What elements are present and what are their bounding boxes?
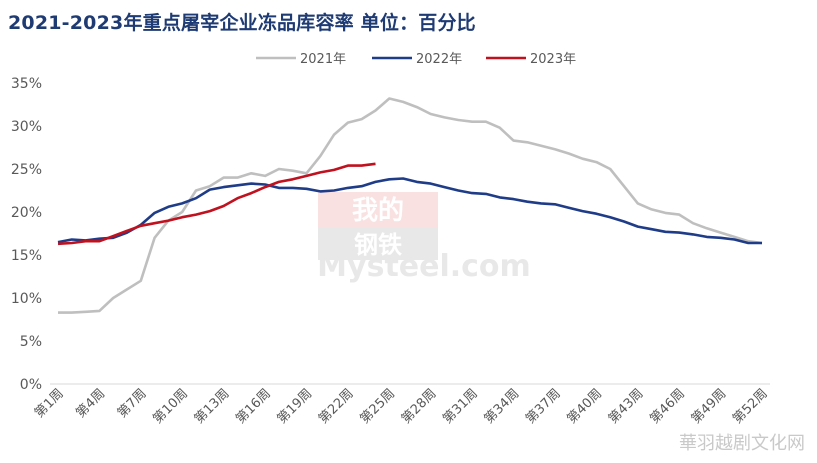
series-line-2022 — [57, 177, 762, 245]
x-tick-label: 第25周 — [357, 386, 398, 427]
x-tick-label: 第4周 — [73, 386, 108, 421]
legend-label-2023: 2023年 — [530, 52, 576, 67]
x-tick-label: 第34周 — [482, 386, 523, 427]
legend-label-2021: 2021年 — [300, 52, 346, 67]
watermark-brand: Mysteel.com — [317, 249, 531, 284]
y-axis: 0% 5% 10% 15% 20% 25% 30% 35% — [11, 76, 42, 393]
y-tick-label: 25% — [11, 162, 42, 178]
x-tick-label: 第43周 — [606, 386, 647, 427]
x-tick-label: 第10周 — [150, 386, 191, 427]
series-line-2023 — [57, 162, 376, 246]
corner-watermark: 華羽越剧文化网 — [679, 433, 805, 454]
x-axis: 第1周 第4周 第7周 第10周 第13周 第16周 第19周 第22周 第25周 第28周 第31… — [32, 386, 771, 427]
mysteel-watermark: 我的 钢铁 Mysteel.com — [317, 192, 531, 284]
series-group — [57, 97, 763, 314]
y-tick-label: 35% — [11, 76, 42, 92]
x-tick-label: 第52周 — [730, 386, 771, 427]
x-tick-label: 第31周 — [440, 386, 481, 427]
x-tick-label: 第49周 — [689, 386, 730, 427]
x-tick-label: 第22周 — [316, 386, 357, 427]
y-tick-label: 20% — [11, 205, 42, 221]
x-tick-label: 第16周 — [233, 386, 274, 427]
y-tick-label: 15% — [11, 248, 42, 264]
series-line-2021 — [58, 97, 763, 314]
chart-title: 2021-2023年重点屠宰企业冻品库容率 单位：百分比 — [8, 12, 476, 34]
x-tick-label: 第7周 — [115, 386, 150, 421]
legend: 2021年 2022年 2023年 — [256, 52, 576, 67]
watermark-top-box — [318, 192, 438, 228]
x-tick-label: 第28周 — [399, 386, 440, 427]
x-tick-label: 第13周 — [192, 386, 233, 427]
y-tick-label: 5% — [20, 334, 42, 350]
watermark-middle-box — [318, 228, 438, 260]
x-tick-label: 第40周 — [564, 386, 605, 427]
x-tick-label: 第37周 — [523, 386, 564, 427]
legend-label-2022: 2022年 — [416, 52, 462, 67]
x-tick-label: 第19周 — [275, 386, 316, 427]
y-tick-label: 30% — [11, 119, 42, 135]
watermark-middle-text: 钢铁 — [354, 231, 402, 259]
y-tick-label: 10% — [11, 291, 42, 307]
y-tick-label: 0% — [20, 377, 42, 393]
x-tick-label: 第46周 — [647, 386, 688, 427]
watermark-top-text: 我的 — [352, 195, 404, 226]
